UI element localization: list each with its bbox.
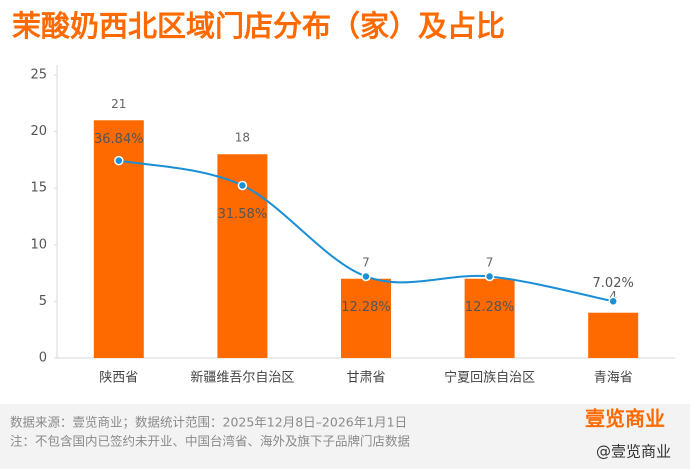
bar-value-label: 7 (486, 255, 494, 269)
line-value-label: 36.84% (94, 132, 144, 147)
line-point (114, 155, 124, 166)
line-point (484, 271, 495, 282)
y-tick-label: 15 (30, 181, 47, 196)
x-tick-label: 甘肃省 (346, 371, 385, 386)
line-value-label: 7.02% (593, 276, 634, 291)
y-tick-label: 0 (39, 351, 47, 366)
y-tick-label: 25 (30, 68, 47, 83)
line-value-label: 12.28% (341, 300, 391, 315)
chart-title: 茉酸奶西北区域门店分布（家）及占比 (12, 9, 505, 43)
line-value-label: 31.58% (218, 207, 268, 222)
x-tick-label: 宁夏回族自治区 (444, 370, 535, 386)
bar-value-label: 7 (362, 255, 370, 269)
bar (588, 312, 639, 358)
line-point (237, 180, 248, 191)
y-tick-label: 20 (30, 124, 47, 139)
line-point (361, 271, 371, 282)
footer-band (0, 404, 690, 469)
bar (341, 278, 391, 358)
handle: @壹览商业 (596, 443, 671, 461)
bar-value-label: 21 (111, 97, 126, 111)
x-tick-label: 新疆维吾尔自治区 (190, 370, 294, 386)
x-tick-label: 陕西省 (99, 371, 138, 386)
bar-value-label: 4 (609, 289, 617, 303)
footer-note: 注：不包含国内已签约未开业、中国台湾省、海外及旗下子品牌门店数据 (10, 434, 410, 449)
y-tick-label: 10 (30, 237, 47, 252)
x-tick-label: 青海省 (594, 371, 633, 386)
line-point (608, 296, 618, 307)
y-tick-label: 5 (39, 294, 47, 309)
line-value-label: 12.28% (465, 300, 515, 315)
logo: 壹览商业 (585, 407, 665, 431)
footer-source: 数据来源：壹览商业；数据统计范围：2025年12月8日–2026年1月1日 (10, 415, 407, 430)
bar-value-label: 18 (235, 131, 250, 145)
bar (464, 278, 515, 358)
